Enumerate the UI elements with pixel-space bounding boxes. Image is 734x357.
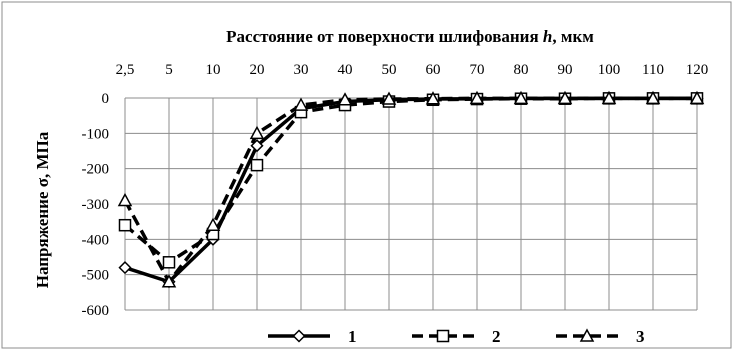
data-point xyxy=(118,218,132,232)
x-tick-label: 80 xyxy=(514,62,529,78)
x-tick-label: 40 xyxy=(338,62,353,78)
x-tick-label: 60 xyxy=(426,62,441,78)
legend-marker xyxy=(579,328,595,342)
y-tick-label: -200 xyxy=(82,162,110,178)
x-tick-label: 70 xyxy=(470,62,485,78)
chart-title-variable: h xyxy=(543,27,552,46)
data-point xyxy=(425,91,441,105)
x-tick-label: 120 xyxy=(686,62,709,78)
legend: 1 2 3 xyxy=(268,327,645,346)
y-axis-label: Напряжение σ, МПа xyxy=(33,131,52,288)
data-point xyxy=(250,158,264,172)
chart-title: Расстояние от поверхности шлифования h, … xyxy=(226,27,594,46)
y-tick-label: -300 xyxy=(82,197,110,213)
x-tick-label: 100 xyxy=(598,62,621,78)
data-point xyxy=(601,90,617,105)
x-tick-label: 110 xyxy=(642,62,664,78)
y-tick-label: -500 xyxy=(82,268,110,284)
data-point xyxy=(557,90,573,105)
y-tick-label: -600 xyxy=(82,303,110,319)
series-3 xyxy=(117,90,705,288)
legend-marker xyxy=(436,329,450,343)
data-point xyxy=(293,97,309,111)
data-point xyxy=(162,256,176,269)
y-tick-label: -100 xyxy=(82,126,110,142)
y-tick-labels: 0 -100 -200 -300 -400 -500 -600 xyxy=(82,91,110,319)
chart-border xyxy=(1,1,732,349)
x-tick-label: 10 xyxy=(206,62,221,78)
data-point xyxy=(689,90,705,105)
series-group xyxy=(117,90,705,289)
data-point xyxy=(645,90,661,105)
data-point xyxy=(513,90,529,105)
data-point xyxy=(205,217,221,231)
legend-label: 2 xyxy=(492,327,501,346)
data-point xyxy=(337,92,353,106)
legend-marker xyxy=(292,329,306,343)
x-tick-label: 20 xyxy=(250,62,265,78)
legend-label: 1 xyxy=(348,327,357,346)
data-point xyxy=(118,261,132,275)
x-tick-label: 2,5 xyxy=(116,62,135,78)
x-tick-labels: 2,5 5 10 20 30 40 50 60 70 80 90 100 110 120 xyxy=(116,62,709,78)
data-point xyxy=(381,91,397,105)
data-point xyxy=(469,90,485,105)
x-tick-label: 90 xyxy=(558,62,573,78)
legend-label: 3 xyxy=(636,327,645,346)
x-tick-label: 30 xyxy=(294,62,309,78)
y-tick-label: -400 xyxy=(82,232,110,248)
legend-entry-3: 3 xyxy=(556,327,645,346)
data-point xyxy=(117,192,133,207)
data-point xyxy=(249,125,265,140)
x-tick-label: 5 xyxy=(165,62,173,78)
x-tick-label: 50 xyxy=(382,62,397,78)
legend-entry-1: 1 xyxy=(268,327,357,346)
legend-entry-2: 2 xyxy=(412,327,501,346)
data-point xyxy=(161,274,177,288)
y-tick-label: 0 xyxy=(102,91,110,107)
series-line xyxy=(123,96,697,284)
